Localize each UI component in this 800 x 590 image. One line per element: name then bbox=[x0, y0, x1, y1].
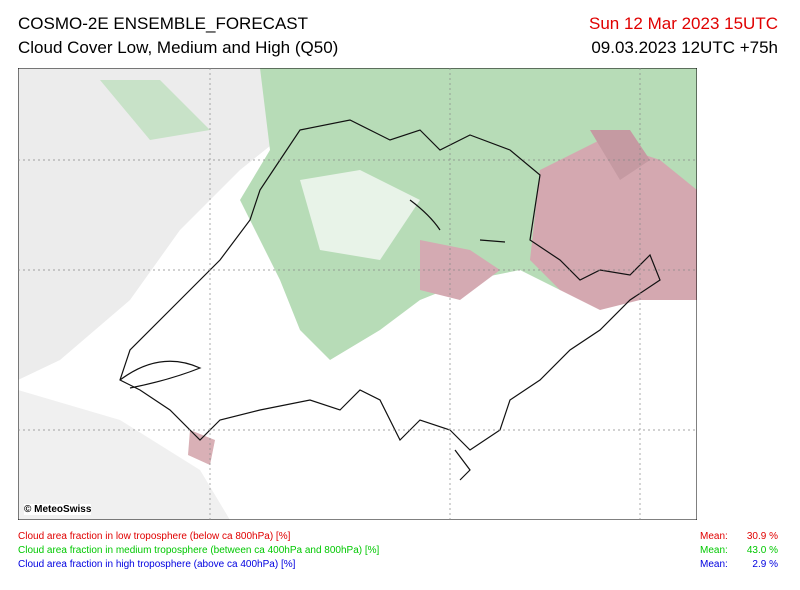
mean-value: 2.9 % bbox=[752, 559, 778, 570]
mean-label: Mean: bbox=[700, 545, 728, 556]
mean-label: Mean: bbox=[700, 559, 728, 570]
legend-high: Cloud area fraction in high troposphere … bbox=[18, 559, 296, 570]
copyright: © MeteoSwiss bbox=[24, 504, 92, 515]
title: COSMO-2E ENSEMBLE_FORECAST bbox=[18, 14, 309, 33]
subtitle: Cloud Cover Low, Medium and High (Q50) bbox=[18, 38, 339, 57]
run-time: 09.03.2023 12UTC +75h bbox=[591, 38, 778, 57]
mean-label: Mean: bbox=[700, 531, 728, 542]
legend-low: Cloud area fraction in low troposphere (… bbox=[18, 531, 291, 542]
mean-value: 43.0 % bbox=[746, 545, 778, 556]
valid-time: Sun 12 Mar 2023 15UTC bbox=[589, 14, 778, 33]
legend-medium: Cloud area fraction in medium tropospher… bbox=[18, 545, 380, 556]
mean-value: 30.9 % bbox=[746, 531, 778, 542]
